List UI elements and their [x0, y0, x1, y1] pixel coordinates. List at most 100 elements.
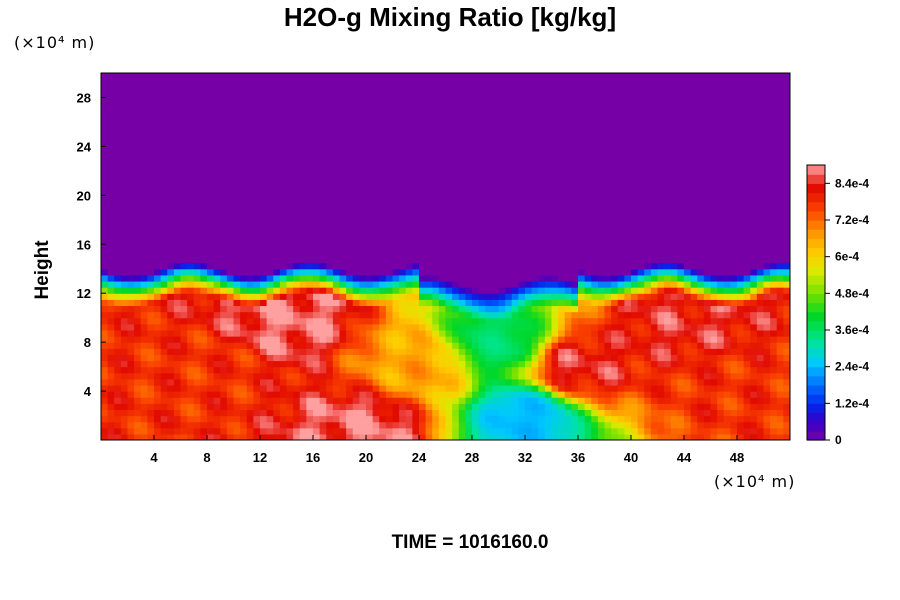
heatmap-cell: [293, 183, 301, 190]
heatmap-cell: [578, 238, 586, 245]
heatmap-cell: [173, 293, 182, 300]
heatmap-cell: [604, 134, 612, 141]
heatmap-cell: [498, 79, 506, 86]
heatmap-cell: [319, 109, 327, 117]
heatmap-cell: [114, 244, 122, 251]
heatmap-cell: [584, 256, 592, 264]
heatmap-cell: [299, 232, 307, 239]
heatmap-cell: [491, 73, 500, 80]
heatmap-cell: [399, 207, 407, 215]
heatmap-cell: [425, 427, 433, 435]
heatmap-cell: [597, 299, 606, 307]
heatmap-cell: [114, 391, 122, 398]
heatmap-cell: [233, 244, 241, 251]
heatmap-cell: [604, 213, 612, 221]
heatmap-cell: [319, 79, 327, 86]
heatmap-cell: [366, 280, 374, 288]
heatmap-cell: [558, 207, 566, 215]
heatmap-cell: [478, 121, 486, 129]
heatmap-cell: [167, 238, 175, 245]
heatmap-cell: [167, 360, 175, 368]
heatmap-cell: [266, 256, 274, 264]
heatmap-cell: [226, 366, 235, 374]
heatmap-cell: [564, 421, 572, 429]
heatmap-cell: [286, 85, 294, 92]
heatmap-cell: [120, 268, 129, 276]
heatmap-cell: [226, 274, 235, 282]
heatmap-cell: [531, 403, 539, 411]
heatmap-cell: [531, 134, 539, 141]
heatmap-cell: [571, 384, 579, 392]
heatmap-cell: [478, 146, 486, 154]
heatmap-cell: [332, 287, 341, 294]
heatmap-cell: [405, 232, 413, 239]
heatmap-cell: [253, 360, 261, 368]
heatmap-cell: [498, 384, 506, 392]
heatmap-cell: [551, 354, 559, 362]
heatmap-cell: [458, 433, 466, 440]
heatmap-cell: [114, 201, 122, 209]
heatmap-cell: [452, 366, 460, 374]
heatmap-cell: [286, 409, 294, 417]
heatmap-cell: [597, 329, 606, 337]
heatmap-cell: [478, 195, 486, 203]
heatmap-cell: [531, 378, 539, 386]
heatmap-cell: [253, 109, 261, 117]
heatmap-cell: [538, 287, 546, 294]
heatmap-cell: [173, 403, 182, 411]
heatmap-cell: [352, 403, 360, 411]
heatmap-cell: [332, 391, 341, 398]
heatmap-cell: [637, 146, 645, 154]
heatmap-cell: [180, 195, 188, 203]
heatmap-cell: [352, 158, 360, 166]
heatmap-cell: [485, 152, 493, 160]
heatmap-cell: [445, 232, 453, 239]
heatmap-cell: [173, 280, 182, 288]
heatmap-cell: [233, 311, 241, 319]
heatmap-cell: [571, 299, 579, 307]
heatmap-cell: [134, 403, 142, 411]
heatmap-cell: [412, 354, 420, 362]
heatmap-cell: [207, 360, 215, 368]
heatmap-cell: [472, 293, 480, 300]
heatmap-cell: [260, 433, 268, 440]
heatmap-cell: [419, 152, 427, 160]
heatmap-cell: [518, 103, 526, 111]
heatmap-cell: [107, 378, 115, 386]
heatmap-cell: [359, 238, 367, 245]
heatmap-cell: [538, 158, 546, 166]
heatmap-cell: [584, 397, 592, 404]
heatmap-cell: [240, 244, 248, 251]
heatmap-cell: [101, 427, 109, 435]
heatmap-cell: [571, 311, 579, 319]
heatmap-cell: [531, 360, 539, 368]
heatmap-cell: [134, 97, 142, 105]
heatmap-cell: [419, 262, 427, 270]
heatmap-cell: [478, 207, 486, 215]
heatmap-cell: [505, 232, 513, 239]
heatmap-cell: [624, 323, 632, 331]
heatmap-cell: [465, 360, 473, 368]
heatmap-cell: [465, 115, 473, 123]
heatmap-cell: [525, 232, 533, 239]
heatmap-cell: [452, 207, 460, 215]
heatmap-cell: [511, 384, 519, 392]
heatmap-cell: [485, 91, 493, 99]
heatmap-cell: [101, 115, 109, 123]
heatmap-cell: [180, 121, 188, 129]
heatmap-cell: [551, 134, 559, 141]
heatmap-cell: [359, 146, 367, 154]
heatmap-cell: [637, 360, 645, 368]
heatmap-cell: [412, 219, 420, 227]
heatmap-cell: [478, 244, 486, 251]
heatmap-cell: [617, 280, 625, 288]
heatmap-cell: [472, 366, 480, 374]
heatmap-cell: [226, 73, 235, 80]
heatmap-cell: [452, 397, 460, 404]
heatmap-cell: [531, 354, 539, 362]
heatmap-cell: [147, 268, 155, 276]
heatmap-cell: [584, 158, 592, 166]
heatmap-cell: [584, 268, 592, 276]
heatmap-cell: [551, 73, 559, 80]
heatmap-cell: [359, 354, 367, 362]
